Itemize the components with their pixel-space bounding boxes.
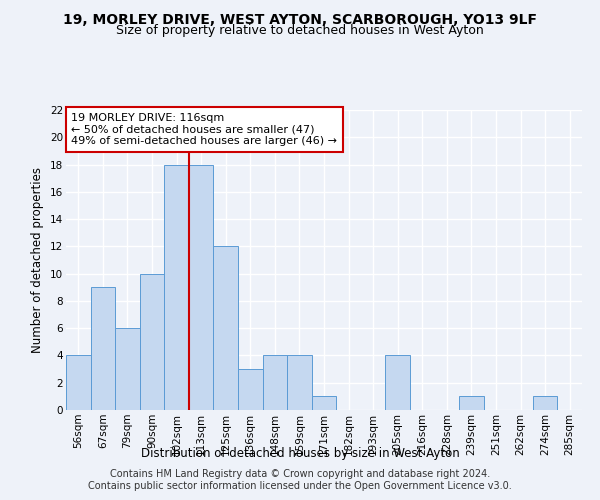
Bar	[115, 328, 140, 410]
Bar	[287, 356, 312, 410]
Bar	[385, 356, 410, 410]
Bar	[214, 246, 238, 410]
Bar	[312, 396, 336, 410]
Bar	[66, 356, 91, 410]
Bar	[263, 356, 287, 410]
Bar	[140, 274, 164, 410]
Bar	[238, 369, 263, 410]
Text: Contains public sector information licensed under the Open Government Licence v3: Contains public sector information licen…	[88, 481, 512, 491]
Bar	[91, 288, 115, 410]
Y-axis label: Number of detached properties: Number of detached properties	[31, 167, 44, 353]
Bar	[459, 396, 484, 410]
Text: Distribution of detached houses by size in West Ayton: Distribution of detached houses by size …	[140, 448, 460, 460]
Text: 19, MORLEY DRIVE, WEST AYTON, SCARBOROUGH, YO13 9LF: 19, MORLEY DRIVE, WEST AYTON, SCARBOROUG…	[63, 12, 537, 26]
Bar	[164, 164, 189, 410]
Text: Size of property relative to detached houses in West Ayton: Size of property relative to detached ho…	[116, 24, 484, 37]
Text: 19 MORLEY DRIVE: 116sqm
← 50% of detached houses are smaller (47)
49% of semi-de: 19 MORLEY DRIVE: 116sqm ← 50% of detache…	[71, 113, 337, 146]
Text: Contains HM Land Registry data © Crown copyright and database right 2024.: Contains HM Land Registry data © Crown c…	[110, 469, 490, 479]
Bar	[533, 396, 557, 410]
Bar	[189, 164, 214, 410]
